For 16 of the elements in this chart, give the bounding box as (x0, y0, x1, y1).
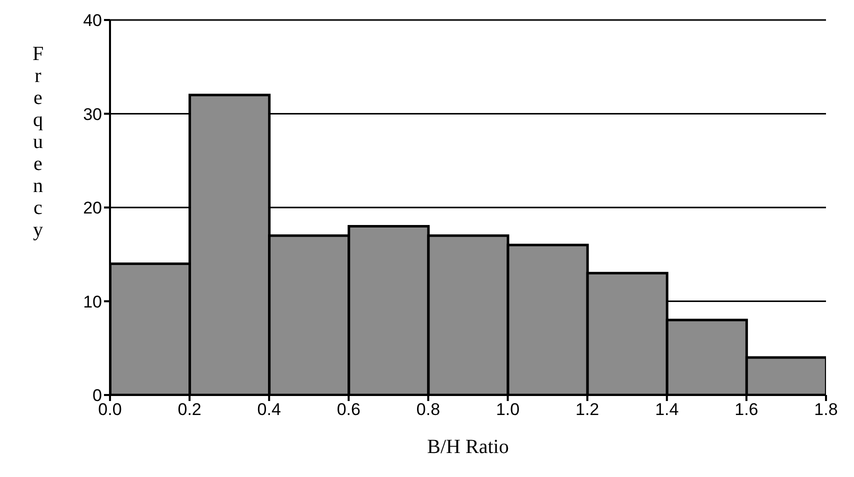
x-tick-label: 0.4 (257, 400, 281, 420)
y-tick-label: 40 (83, 11, 102, 30)
y-tick-label: 30 (83, 104, 102, 124)
y-tick-label: 20 (83, 198, 102, 218)
x-axis-title: B/H Ratio (427, 436, 509, 458)
x-tick-label: 1.4 (655, 400, 679, 420)
x-tick-label: 0.2 (178, 400, 202, 420)
x-tick-label: 1.0 (496, 400, 520, 420)
x-tick-label: 1.2 (576, 400, 600, 420)
x-tick-label: 1.6 (734, 400, 758, 420)
x-tick-label: 1.8 (814, 400, 838, 420)
x-tick-label: 0.6 (336, 400, 360, 420)
x-tick-label: 0.0 (98, 400, 122, 420)
text: Frequency (32, 43, 44, 241)
y-tick-label: 10 (83, 292, 102, 312)
x-tick-label: 0.8 (416, 400, 440, 420)
